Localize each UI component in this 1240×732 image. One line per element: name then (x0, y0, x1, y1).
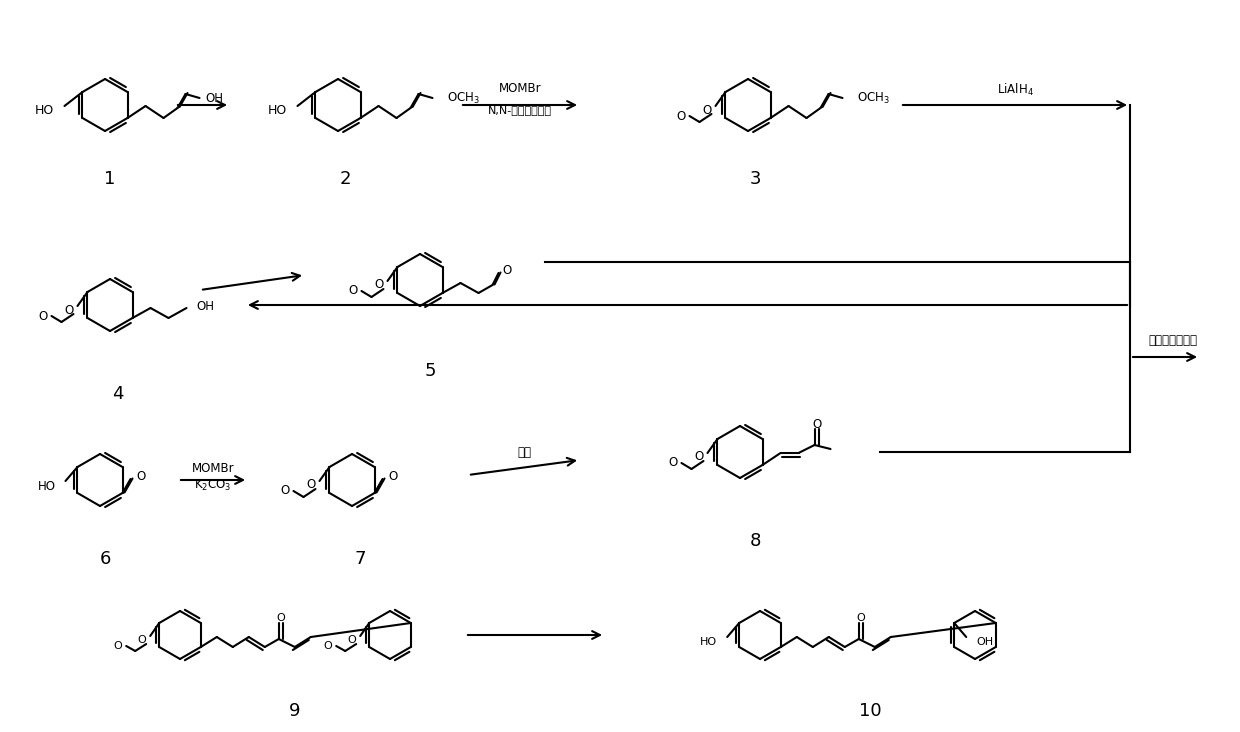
Text: O: O (388, 471, 398, 484)
Text: O: O (38, 310, 47, 323)
Text: O: O (348, 285, 357, 297)
Text: OCH$_3$: OCH$_3$ (857, 91, 889, 105)
Text: O: O (306, 479, 315, 491)
Text: O: O (64, 304, 73, 316)
Text: 9: 9 (289, 702, 301, 720)
Text: HO: HO (35, 103, 55, 116)
Text: O: O (136, 471, 146, 484)
Text: MOMBr: MOMBr (192, 461, 234, 474)
Text: O: O (702, 103, 712, 116)
Text: 5: 5 (424, 362, 435, 380)
Text: 1: 1 (104, 170, 115, 188)
Text: OH: OH (976, 637, 993, 647)
Text: 10: 10 (858, 702, 882, 720)
Text: OH: OH (206, 92, 223, 105)
Text: 7: 7 (355, 550, 366, 568)
Text: O: O (277, 613, 285, 623)
Text: O: O (812, 417, 821, 430)
Text: K$_2$CO$_3$: K$_2$CO$_3$ (195, 477, 232, 493)
Text: N,N-二异丙基乙胺: N,N-二异丙基乙胺 (489, 105, 552, 115)
Text: HO: HO (268, 103, 288, 116)
Text: MOMBr: MOMBr (498, 81, 542, 94)
Text: O: O (857, 613, 866, 623)
Text: 4: 4 (113, 385, 124, 403)
Text: O: O (374, 278, 383, 291)
Text: O: O (502, 264, 512, 277)
Text: O: O (347, 635, 356, 645)
Text: O: O (138, 635, 146, 645)
Text: OCH$_3$: OCH$_3$ (446, 91, 480, 105)
Text: O: O (676, 110, 686, 122)
Text: 3: 3 (749, 170, 761, 188)
Text: O: O (694, 450, 703, 463)
Text: OH: OH (196, 299, 215, 313)
Text: HO: HO (37, 479, 56, 493)
Text: 二异丙基氨基锂: 二异丙基氨基锂 (1148, 334, 1197, 346)
Text: HO: HO (701, 637, 717, 647)
Text: O: O (668, 457, 677, 469)
Text: 8: 8 (749, 532, 760, 550)
Text: LiAlH$_4$: LiAlH$_4$ (997, 82, 1033, 98)
Text: O: O (324, 641, 332, 651)
Text: 6: 6 (99, 550, 110, 568)
Text: 2: 2 (340, 170, 351, 188)
Text: O: O (114, 641, 123, 651)
Text: O: O (280, 485, 289, 498)
Text: 丙酮: 丙酮 (517, 446, 531, 458)
